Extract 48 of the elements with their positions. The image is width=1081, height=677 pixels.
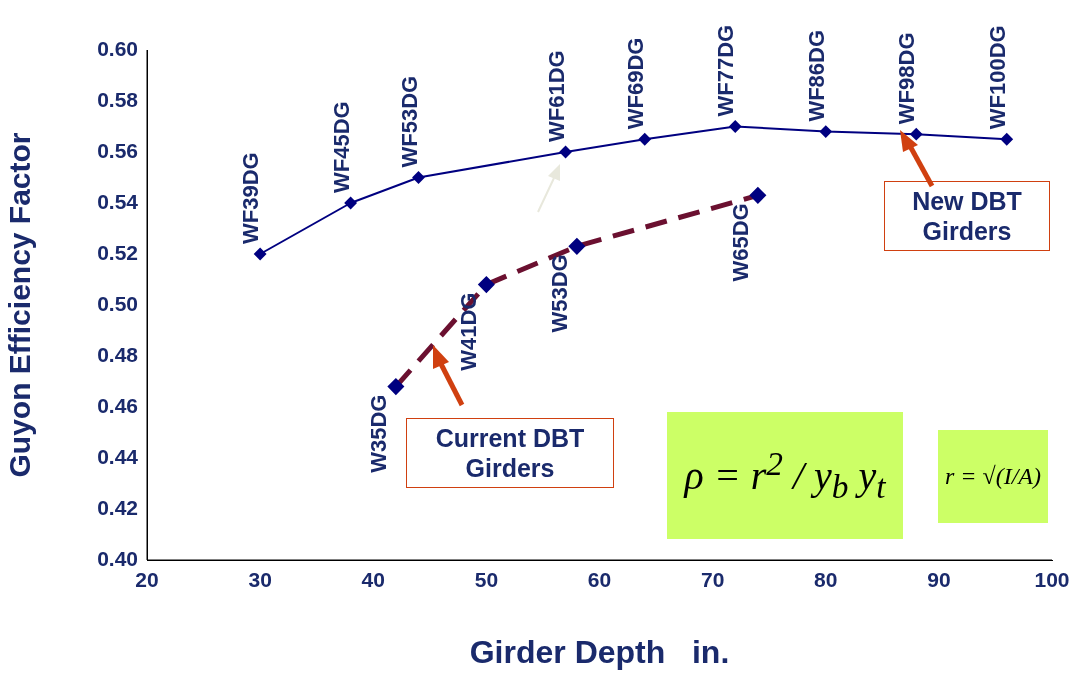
point: [559, 146, 572, 158]
point: [344, 197, 357, 209]
x-tick-label: 90: [927, 568, 951, 592]
x-tick-label: 60: [587, 568, 612, 592]
x-tick-label: 40: [361, 568, 385, 592]
y-tick-label: 0.42: [97, 495, 138, 519]
annotation: Current DBT Girders: [435, 424, 585, 482]
x-axis-title: Girder Depth in.: [469, 633, 730, 670]
annotation: r = √(I/A): [944, 463, 1041, 490]
annotation: WF45DG: [328, 101, 354, 193]
y-axis-title: Guyon Efficiency Factor: [3, 132, 37, 478]
y-tick-label: 0.40: [97, 546, 138, 570]
y-tick-label: 0.54: [97, 189, 139, 213]
annotation: W65DG: [727, 203, 753, 282]
annotation: WF61DG: [543, 50, 569, 142]
y-tick-label: 0.48: [97, 342, 139, 366]
y-tick-label: 0.56: [97, 138, 138, 162]
point: [819, 125, 832, 138]
annotation: WF77DG: [713, 24, 739, 117]
annotation: W41DG: [456, 292, 482, 371]
annotation: WF100DG: [984, 25, 1010, 130]
point: [254, 248, 267, 260]
annotation: New DBT Girders: [912, 187, 1022, 245]
y-tick-label: 0.52: [97, 240, 138, 264]
point: [412, 171, 425, 184]
y-tick-label: 0.44: [97, 444, 139, 468]
x-tick-label: 80: [814, 568, 838, 592]
annotation: W35DG: [365, 394, 391, 473]
annotation: WF86DG: [803, 29, 829, 122]
point: [729, 120, 742, 133]
y-tick-label: 0.58: [97, 87, 139, 111]
point: [1000, 133, 1013, 146]
x-tick-label: 100: [1034, 568, 1070, 592]
annotation: WF69DG: [622, 37, 648, 130]
y-tick-label: 0.46: [97, 393, 138, 417]
y-tick-label: 0.60: [97, 36, 138, 60]
x-tick-label: 50: [474, 568, 499, 592]
y-tick-label: 0.50: [97, 291, 138, 315]
annotation: W53DG: [546, 254, 572, 333]
x-tick-label: 20: [135, 568, 159, 592]
x-tick-label: 70: [700, 568, 725, 592]
annotation: WF98DG: [894, 32, 920, 125]
x-tick-label: 30: [248, 568, 272, 592]
annotation: ρ = r$^{2}$ / y$_{b}$ y$_{t}$: [684, 444, 886, 507]
annotation: WF53DG: [396, 75, 422, 168]
annotation: WF39DG: [238, 152, 264, 244]
point: [638, 133, 651, 146]
point: [910, 128, 923, 141]
